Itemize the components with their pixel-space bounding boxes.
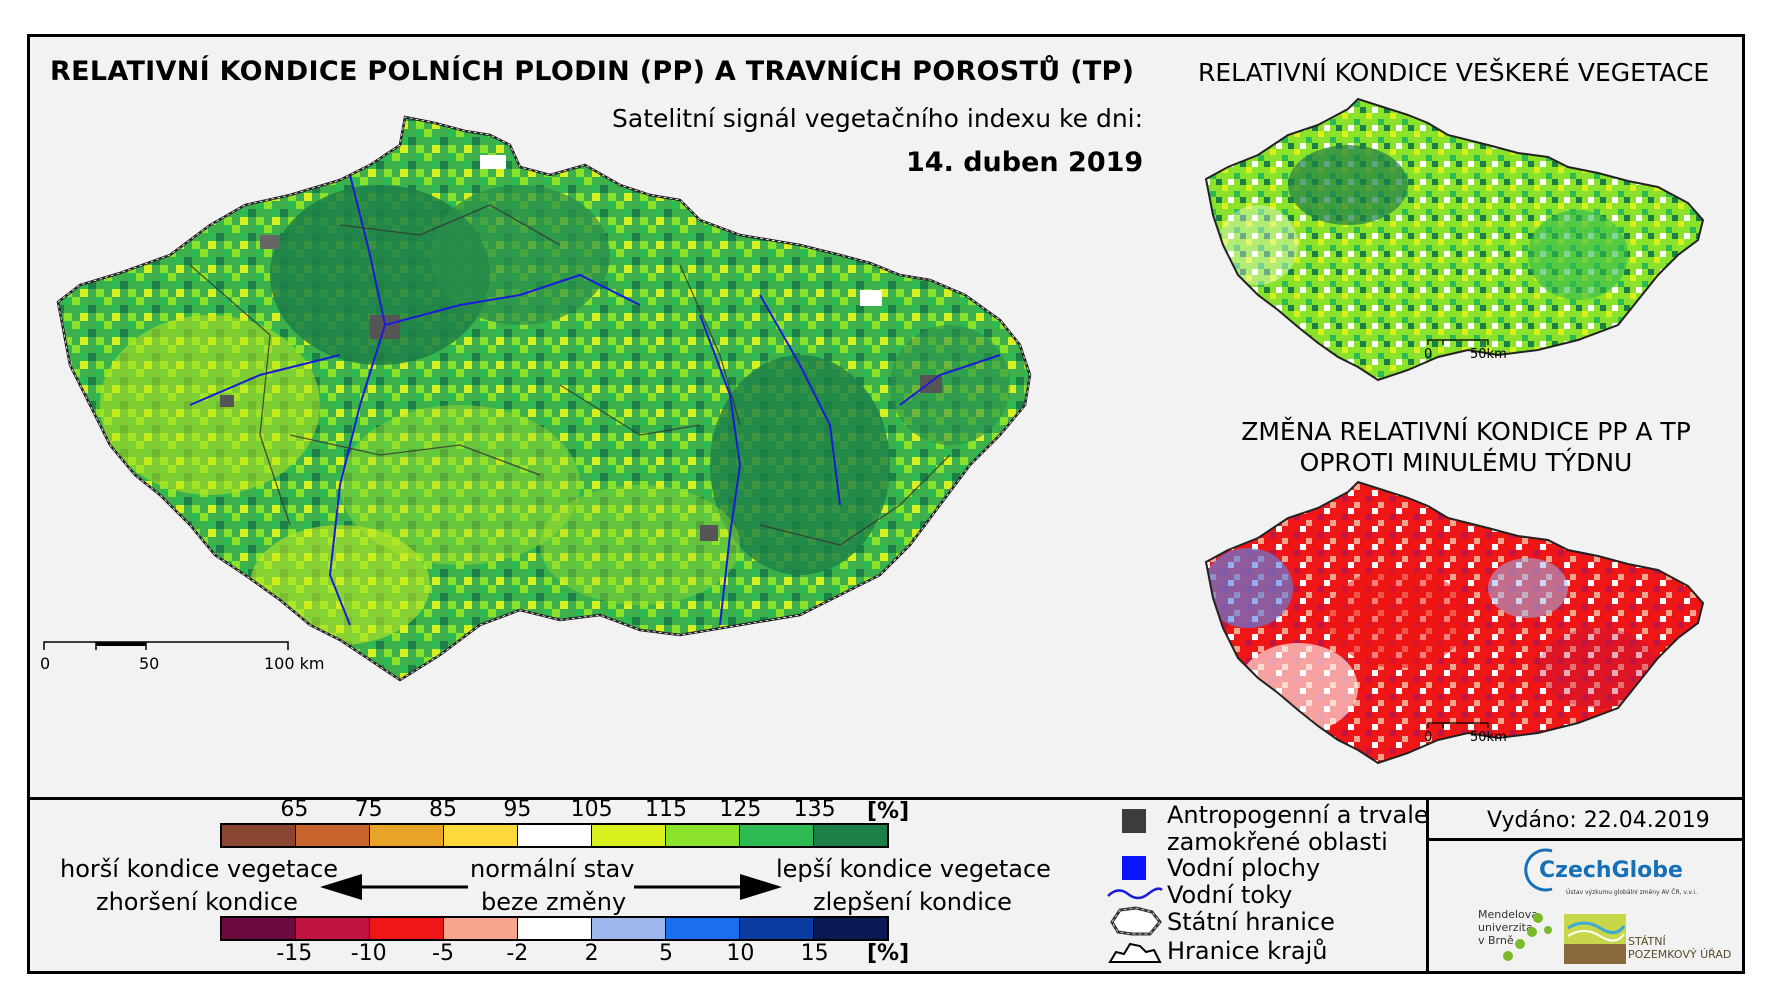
right-arrow-icon <box>634 874 782 900</box>
change-color-bar <box>220 916 889 941</box>
czechglobe-logo-subtext: Ústav výzkumu globální změny AV ČR, v.v.… <box>1566 889 1697 896</box>
condition-tick-label: 105 <box>570 797 613 822</box>
vegetation-inset-map <box>1205 98 1704 381</box>
change-swatch-0 <box>222 918 296 939</box>
spu-logo-icon <box>1564 914 1626 964</box>
mendel-university-logo: Mendelova univerzita v Brně <box>1478 908 1538 947</box>
condition-swatch-6 <box>666 825 740 846</box>
veg-scale-50: 50km <box>1470 347 1507 362</box>
condition-tick-label: 125 <box>719 797 762 822</box>
date-label: 14. duben 2019 <box>906 147 1144 178</box>
main-scale-bar <box>43 641 289 650</box>
change-tick-label: -15 <box>276 941 313 966</box>
anthropogenic-area-icon <box>1122 809 1146 833</box>
condition-swatch-5 <box>592 825 666 846</box>
subtitle: Satelitní signál vegetačního indexu ke d… <box>612 104 1144 133</box>
water-bodies-label: Vodní plochy <box>1167 854 1321 882</box>
change-tick-label: 10 <box>726 941 755 966</box>
change-tick-label: -2 <box>506 941 529 966</box>
condition-tick-label: 85 <box>429 797 457 822</box>
condition-tick-label: 65 <box>280 797 309 822</box>
change-tick-label: 5 <box>659 941 673 966</box>
change-scale-0: 0 <box>1424 730 1433 745</box>
mendel-line-2: univerzita <box>1478 921 1533 934</box>
left-arrow-icon <box>320 874 468 900</box>
condition-tick-label: 135 <box>793 797 836 822</box>
worse-condition-label: horší kondice vegetace <box>60 855 339 883</box>
condition-unit: [%] <box>867 799 910 824</box>
region-border-label: Hranice krajů <box>1167 937 1328 965</box>
czechglobe-logo-text: CzechGlobe <box>1539 858 1683 883</box>
legend-divider <box>27 797 1745 800</box>
veg-scale-0: 0 <box>1424 347 1433 362</box>
main-condition-map <box>43 115 1032 682</box>
water-course-icon <box>1107 887 1163 900</box>
czechglobe-logo-icon <box>1524 848 1553 892</box>
change-inset-title: ZMĚNA RELATIVNÍ KONDICE PP A TP OPROTI M… <box>1241 417 1691 477</box>
issued-date: Vydáno: 22.04.2019 <box>1487 808 1710 833</box>
water-body-icon <box>1122 856 1146 880</box>
anthropogenic-label-1: Antropogenní a trvale <box>1167 801 1429 829</box>
change-tick-label: -10 <box>350 941 387 966</box>
mendel-line-1: Mendelova <box>1478 908 1539 921</box>
change-swatch-1 <box>296 918 370 939</box>
main-scale-0: 0 <box>40 654 51 673</box>
issued-divider <box>1426 838 1745 841</box>
change-swatch-4 <box>518 918 592 939</box>
condition-swatch-0 <box>222 825 296 846</box>
state-border-icon <box>1110 906 1162 936</box>
change-tick-label: -5 <box>432 941 454 966</box>
water-courses-label: Vodní toky <box>1167 881 1293 909</box>
main-scale-100: 100 km <box>264 654 325 673</box>
state-border-label: Státní hranice <box>1167 908 1335 936</box>
change-swatch-7 <box>740 918 814 939</box>
main-title: RELATIVNÍ KONDICE POLNÍCH PLODIN (PP) A … <box>50 56 1135 87</box>
vegetation-inset-title: RELATIVNÍ KONDICE VEŠKERÉ VEGETACE <box>1198 58 1710 87</box>
spu-logo-text: STÁTNÍ POZEMKOVÝ ÚŘAD <box>1628 935 1731 961</box>
condition-tick-label: 115 <box>645 797 687 822</box>
spu-line-1: STÁTNÍ <box>1628 935 1666 948</box>
normal-state-label: normální stav <box>470 855 635 883</box>
change-swatch-6 <box>666 918 740 939</box>
change-inset-map <box>1205 481 1704 764</box>
change-swatch-8 <box>814 918 887 939</box>
change-swatch-5 <box>592 918 666 939</box>
change-swatch-2 <box>370 918 444 939</box>
no-change-label: beze změny <box>481 888 627 916</box>
condition-swatch-8 <box>814 825 887 846</box>
worsening-label: zhoršení kondice <box>96 888 298 916</box>
change-tick-label: 15 <box>800 941 829 966</box>
condition-swatch-4 <box>518 825 592 846</box>
main-scale-50: 50 <box>139 654 160 673</box>
condition-swatch-2 <box>370 825 444 846</box>
condition-swatch-3 <box>444 825 518 846</box>
spu-line-2: POZEMKOVÝ ÚŘAD <box>1628 948 1732 961</box>
condition-tick-label: 75 <box>354 797 383 822</box>
condition-tick-label: 95 <box>503 797 532 822</box>
info-divider <box>1426 797 1429 974</box>
condition-swatch-7 <box>740 825 814 846</box>
condition-color-bar <box>220 823 889 848</box>
change-swatch-3 <box>444 918 518 939</box>
condition-swatch-1 <box>296 825 370 846</box>
change-tick-label: 2 <box>584 941 599 966</box>
anthropogenic-label-2: zamokřené oblasti <box>1167 828 1388 856</box>
improvement-label: zlepšení kondice <box>813 888 1012 916</box>
mendel-line-3: v Brně <box>1478 934 1514 947</box>
change-unit: [%] <box>867 941 910 966</box>
mendel-dots-icon <box>1503 913 1552 961</box>
region-border-icon <box>1108 942 1162 963</box>
better-condition-label: lepší kondice vegetace <box>776 855 1051 883</box>
change-scale-50: 50km <box>1470 730 1507 745</box>
